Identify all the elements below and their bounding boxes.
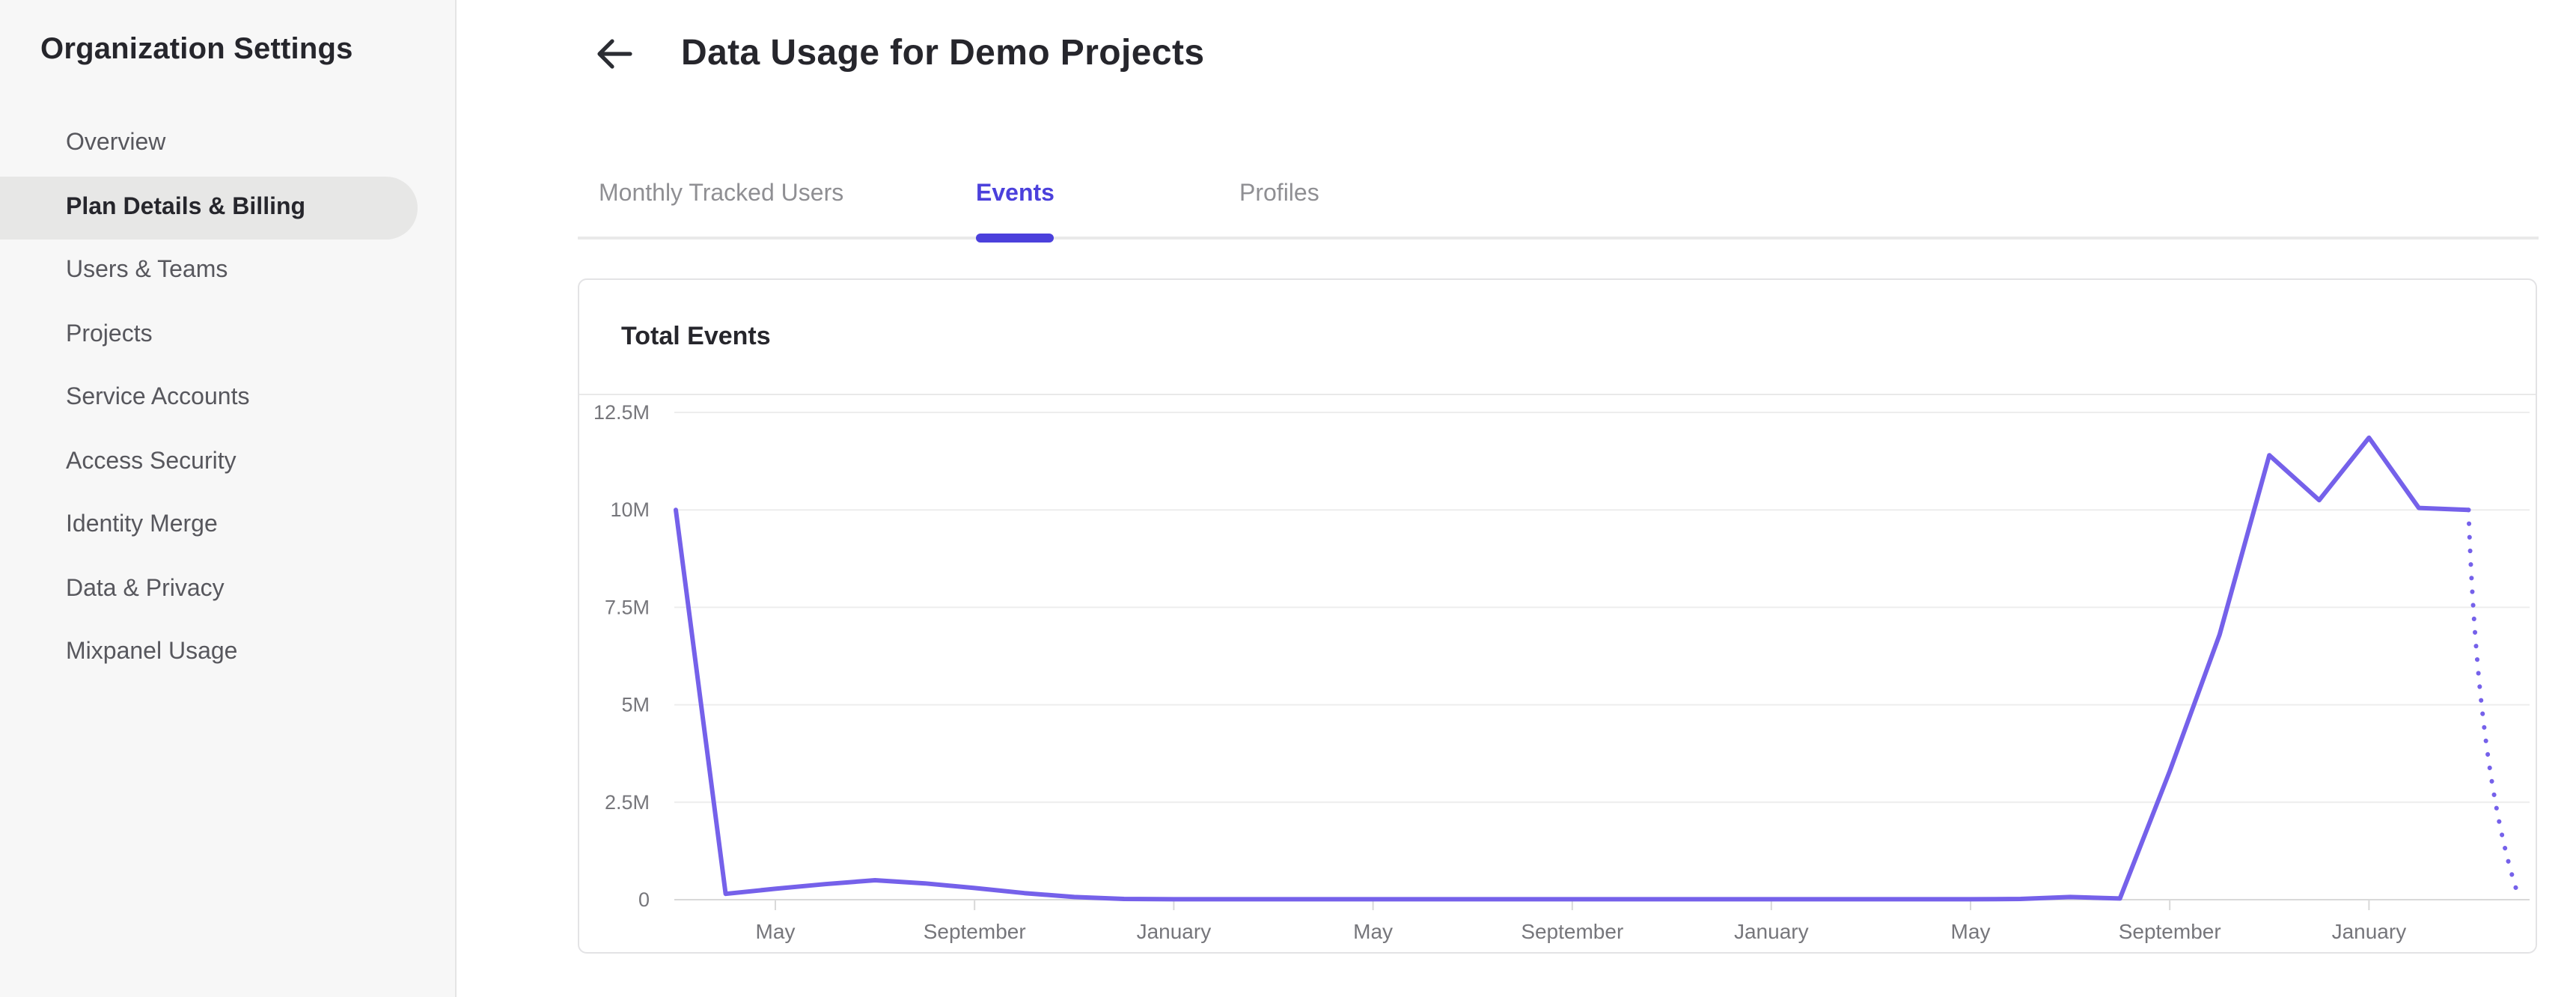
sidebar-item-label: Access Security: [66, 448, 236, 475]
page-header: Data Usage for Demo Projects: [457, 0, 2576, 108]
tab-bar: Monthly Tracked Users Events Profiles: [578, 150, 2539, 242]
sidebar-item-label: Overview: [66, 130, 166, 156]
sidebar-item-identity-merge[interactable]: Identity Merge: [0, 494, 418, 558]
sidebar-item-users-teams[interactable]: Users & Teams: [0, 240, 418, 303]
sidebar-item-access-security[interactable]: Access Security: [0, 430, 418, 494]
tab-events[interactable]: Events: [976, 181, 1055, 242]
events-series-line: [674, 435, 2471, 902]
card-title: Total Events: [621, 322, 771, 350]
x-tick-label: May: [756, 920, 796, 943]
sidebar-item-mixpanel-usage[interactable]: Mixpanel Usage: [0, 621, 418, 685]
sidebar-nav: Overview Plan Details & Billing Users & Te…: [0, 112, 455, 685]
tab-monthly-tracked-users[interactable]: Monthly Tracked Users: [599, 181, 844, 207]
sidebar-item-label: Plan Details & Billing: [66, 194, 306, 220]
events-projection-dotted: [2466, 507, 2521, 898]
back-button[interactable]: [594, 36, 633, 72]
sidebar-item-data-privacy[interactable]: Data & Privacy: [0, 558, 418, 621]
tab-profiles[interactable]: Profiles: [1239, 181, 1319, 207]
y-tick-label: 0: [638, 888, 650, 911]
y-tick-label: 7.5M: [605, 596, 650, 618]
sidebar-item-label: Mixpanel Usage: [66, 639, 238, 665]
x-tick-label: September: [924, 920, 1026, 943]
sidebar-item-label: Identity Merge: [66, 512, 218, 538]
sidebar-item-projects[interactable]: Projects: [0, 303, 418, 367]
sidebar-title: Organization Settings: [40, 33, 353, 66]
y-tick-label: 2.5M: [605, 791, 650, 814]
y-tick-label: 12.5M: [593, 401, 650, 424]
y-tick-label: 10M: [610, 498, 650, 521]
sidebar-item-service-accounts[interactable]: Service Accounts: [0, 367, 418, 430]
card-header: Total Events: [579, 280, 2536, 395]
sidebar-item-overview[interactable]: Overview: [0, 112, 418, 176]
x-tick-label: September: [1521, 920, 1623, 943]
x-tick-label: May: [1951, 920, 1991, 943]
page-title: Data Usage for Demo Projects: [681, 33, 1205, 73]
x-tick-label: May: [1353, 920, 1393, 943]
total-events-line-chart[interactable]: 12.5M 10M 7.5M 5M 2.5M 0 May September January Ma…: [579, 280, 2536, 952]
sidebar-item-label: Users & Teams: [66, 257, 228, 284]
arrow-left-icon: [594, 39, 633, 76]
sidebar-item-label: Service Accounts: [66, 385, 250, 411]
y-tick-label: 5M: [621, 694, 650, 716]
x-tick-label: September: [2119, 920, 2221, 943]
sidebar-item-label: Data & Privacy: [66, 576, 225, 602]
sidebar-item-plan-details-billing[interactable]: Plan Details & Billing: [0, 176, 418, 240]
sidebar: Organization Settings Overview Plan Detai…: [0, 0, 457, 997]
x-tick-label: January: [2332, 920, 2407, 943]
sidebar-item-label: Projects: [66, 321, 153, 347]
total-events-card: Total Events 12.5M 10M 7.5M 5M 2.5M 0 May Septe…: [578, 278, 2537, 954]
x-tick-label: January: [1734, 920, 1809, 943]
x-tick-label: January: [1137, 920, 1212, 943]
main-content: Data Usage for Demo Projects Monthly Tra…: [457, 0, 2576, 997]
